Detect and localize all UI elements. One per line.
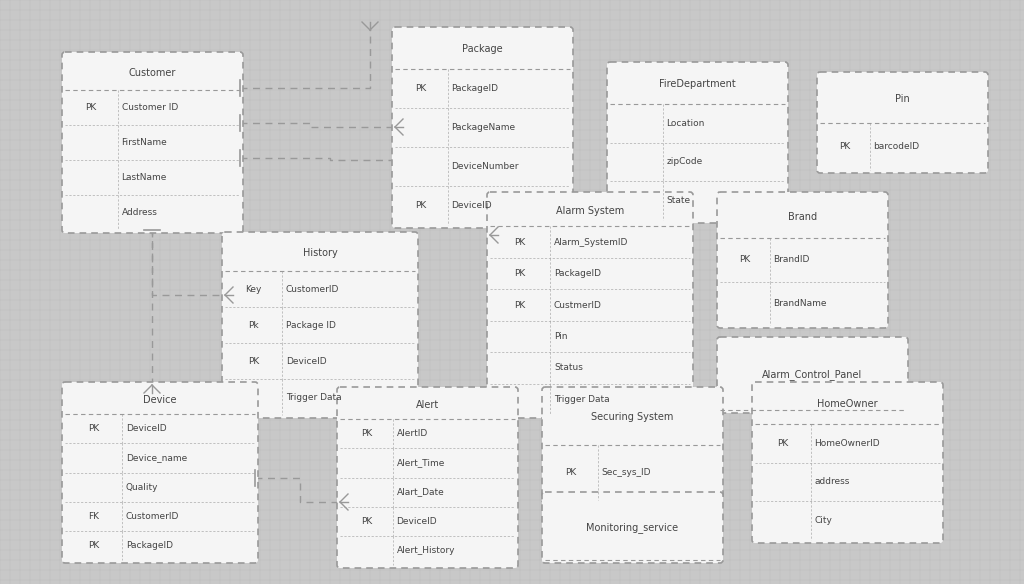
Text: PackageID: PackageID (452, 84, 499, 93)
Text: PK: PK (565, 468, 577, 477)
Text: PackageID: PackageID (126, 541, 173, 550)
FancyBboxPatch shape (392, 27, 573, 228)
Text: Monitoring_service: Monitoring_service (587, 522, 679, 533)
Text: Quality: Quality (126, 482, 159, 492)
Text: FirstName: FirstName (122, 138, 167, 147)
Text: FK: FK (88, 512, 99, 521)
Text: PK: PK (360, 517, 372, 526)
Text: Alarm_SystemID: Alarm_SystemID (554, 238, 629, 246)
Text: PK: PK (86, 103, 97, 112)
Text: Brand: Brand (787, 211, 817, 222)
Text: Customer: Customer (129, 68, 176, 78)
FancyBboxPatch shape (542, 492, 723, 563)
Text: PK: PK (777, 439, 788, 447)
Text: CustmerID: CustmerID (554, 301, 602, 310)
FancyBboxPatch shape (542, 387, 723, 503)
Text: PackageName: PackageName (452, 123, 516, 132)
Text: DeviceID: DeviceID (396, 517, 437, 526)
Text: Location: Location (667, 119, 705, 128)
Text: address: address (814, 477, 850, 486)
FancyBboxPatch shape (222, 232, 418, 418)
Text: Trigger Data: Trigger Data (554, 395, 609, 404)
Text: BrandName: BrandName (773, 299, 827, 308)
FancyBboxPatch shape (752, 382, 943, 543)
Text: Status: Status (554, 363, 583, 373)
Text: Securing System: Securing System (591, 412, 674, 422)
Text: Pin: Pin (554, 332, 567, 341)
Text: PK: PK (514, 269, 525, 278)
Text: Alarm_Control_Panel: Alarm_Control_Panel (763, 370, 862, 380)
Text: FireDepartment: FireDepartment (659, 79, 736, 89)
Text: PK: PK (360, 429, 372, 438)
Text: DeviceNumber: DeviceNumber (452, 162, 519, 171)
Text: Alarm System: Alarm System (556, 206, 624, 215)
Text: Key: Key (246, 284, 262, 294)
Text: barcodeID: barcodeID (873, 142, 920, 151)
Text: LastName: LastName (122, 173, 167, 182)
Text: PK: PK (416, 201, 427, 210)
Text: PK: PK (88, 424, 99, 433)
Text: PK: PK (514, 238, 525, 246)
Text: State: State (667, 196, 690, 205)
Text: PK: PK (839, 142, 850, 151)
Text: Customer ID: Customer ID (122, 103, 178, 112)
Text: Pin: Pin (895, 94, 910, 104)
Text: DeviceID: DeviceID (452, 201, 493, 210)
Text: History: History (303, 248, 337, 258)
FancyBboxPatch shape (817, 72, 988, 173)
FancyBboxPatch shape (62, 382, 258, 563)
Text: Pk: Pk (248, 321, 259, 329)
Text: zipCode: zipCode (667, 157, 702, 166)
Text: Package: Package (462, 44, 503, 54)
Text: Sec_sys_ID: Sec_sys_ID (601, 468, 651, 477)
Text: Alert: Alert (416, 399, 439, 409)
FancyBboxPatch shape (607, 62, 788, 223)
Text: HomeOwner: HomeOwner (817, 399, 878, 409)
Text: BrandID: BrandID (773, 256, 810, 265)
FancyBboxPatch shape (717, 337, 908, 413)
Text: Alert_History: Alert_History (396, 546, 455, 555)
Text: Device_name: Device_name (126, 453, 187, 463)
Text: PK: PK (88, 541, 99, 550)
Text: Trigger Data: Trigger Data (286, 392, 342, 402)
Text: CustomerID: CustomerID (286, 284, 339, 294)
Text: PackageID: PackageID (554, 269, 601, 278)
Text: PK: PK (514, 301, 525, 310)
Text: Address: Address (122, 208, 158, 217)
Text: HomeOwnerID: HomeOwnerID (814, 439, 880, 447)
Text: Device: Device (143, 395, 177, 405)
Text: PK: PK (248, 356, 259, 366)
Text: City: City (814, 516, 833, 525)
Text: AlertID: AlertID (396, 429, 428, 438)
Text: PK: PK (739, 256, 751, 265)
Text: Alart_Date: Alart_Date (396, 488, 444, 496)
Text: Alert_Time: Alert_Time (396, 458, 444, 467)
Text: DeviceID: DeviceID (286, 356, 327, 366)
Text: DeviceID: DeviceID (126, 424, 167, 433)
FancyBboxPatch shape (62, 52, 243, 233)
FancyBboxPatch shape (717, 192, 888, 328)
FancyBboxPatch shape (487, 192, 693, 418)
Text: Package ID: Package ID (286, 321, 336, 329)
Text: PK: PK (416, 84, 427, 93)
FancyBboxPatch shape (337, 387, 518, 568)
Text: CustomerID: CustomerID (126, 512, 179, 521)
